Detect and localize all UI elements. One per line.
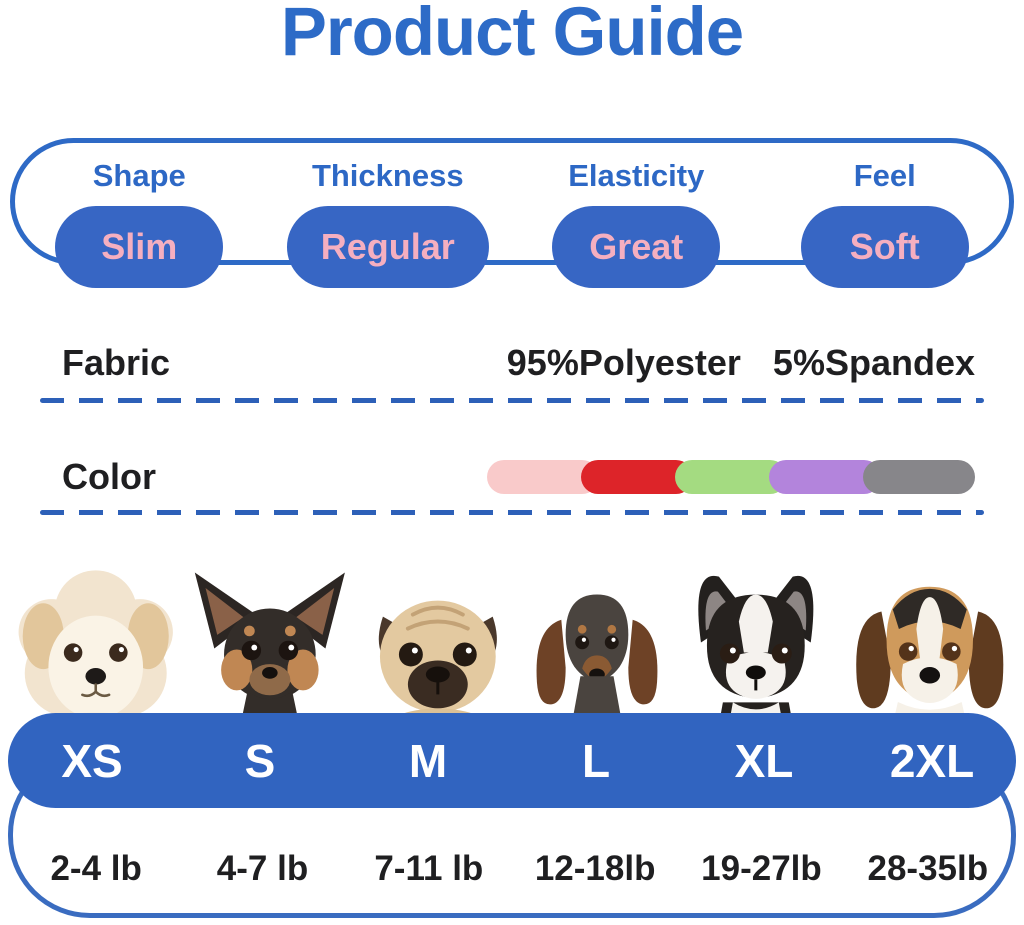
attribute-feel-label: Feel [853,158,916,193]
attribute-shape-value-pill: Slim [55,206,224,288]
attribute-thickness-label: Thickness [311,158,464,193]
size-label-s: S [244,734,276,787]
attribute-feel: Feel Soft [761,143,1010,288]
fabric-composition: 95%Polyester 5%Spandex [507,342,984,384]
size-bar: XS S M L XL 2XL [8,713,1016,808]
attribute-elasticity-value-pill: Great [552,206,721,288]
weight-2xl: 28-35lb [867,849,989,888]
dog-photos-row [4,558,1020,738]
dog-photo-chihuahua-s [195,572,346,738]
attribute-elasticity-label: Elasticity [568,158,705,193]
weight-m: 7-11 lb [374,849,484,888]
color-row: Color [40,444,984,510]
divider-dashed-1 [40,398,984,403]
attribute-thickness-value-pill: Regular [286,206,489,288]
weight-xs: 2-4 lb [50,849,142,888]
size-label-m: M [408,734,448,787]
page-title: Product Guide [280,0,744,70]
attribute-shape-label: Shape [92,158,186,193]
dog-photo-dachshund-l [536,594,658,725]
attributes-panel: Shape Slim Thickness Regular Elasticity … [10,138,1014,288]
color-label: Color [62,456,156,497]
size-label-2xl: 2XL [889,734,975,787]
fabric-spandex: 5%Spandex [772,342,975,383]
dog-photo-fluffy-puppy-xs [18,570,173,738]
dog-photo-pug-m [378,600,498,738]
weight-xl: 19-27lb [701,849,822,888]
fabric-label: Fabric [62,342,171,383]
weight-s: 4-7 lb [216,849,309,888]
attribute-feel-value-pill: Soft [800,206,969,288]
attribute-thickness: Thickness Regular [264,143,513,288]
dog-photo-boston-terrier-xl [698,575,814,736]
dog-photo-beagle-2xl [856,586,1004,738]
attribute-elasticity: Elasticity Great [512,143,761,288]
color-swatch-gray [863,460,975,494]
weight-row: 2-4 lb 4-7 lb 7-11 lb 12-18lb 19-27lb 28… [13,849,1011,889]
size-label-l: L [581,734,611,787]
size-label-xl: XL [734,734,794,787]
fabric-polyester: 95%Polyester [506,342,741,383]
color-swatch-pink [487,460,599,494]
fabric-row: Fabric 95%Polyester 5%Spandex [40,330,984,396]
size-label-xs: XS [61,734,123,787]
color-swatch-red [581,460,693,494]
color-swatches [487,460,984,494]
weight-l: 12-18lb [534,849,656,888]
color-swatch-purple [769,460,881,494]
color-swatch-green [675,460,787,494]
divider-dashed-2 [40,510,984,515]
attribute-shape: Shape Slim [15,143,264,288]
